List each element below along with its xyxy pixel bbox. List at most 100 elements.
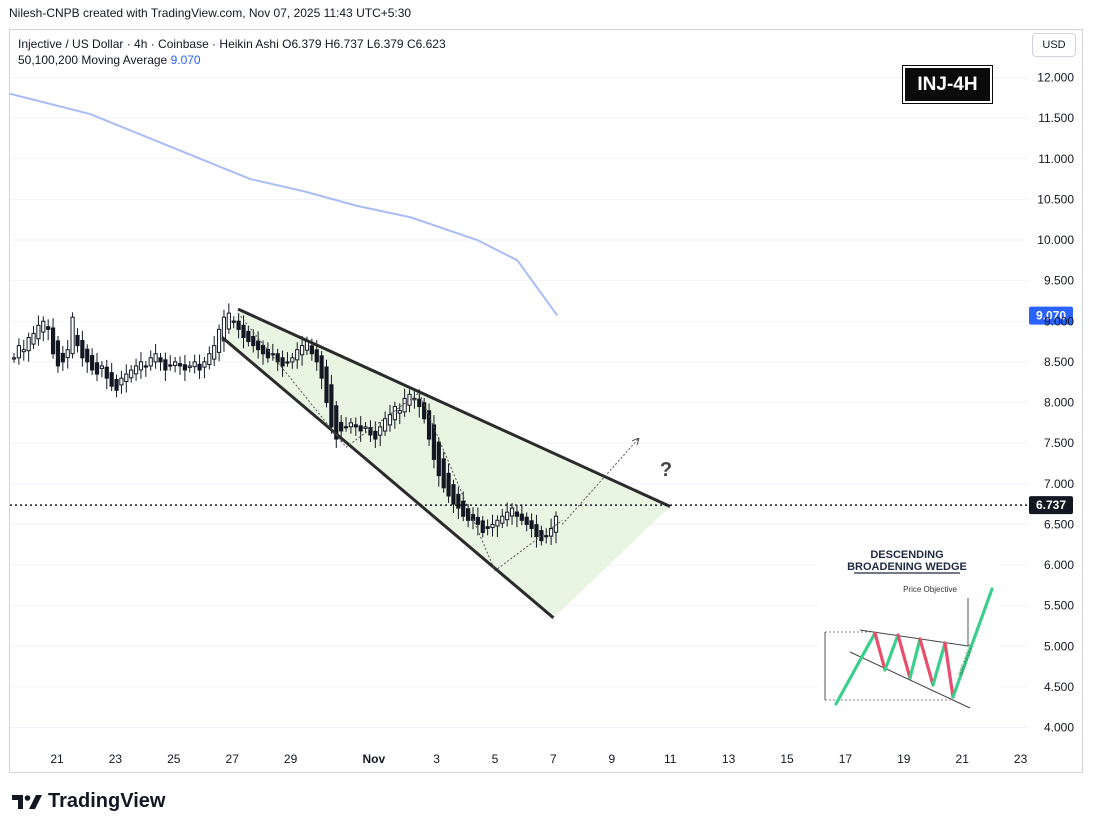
y-tick-label: 4.000 (1044, 721, 1074, 735)
candle-body (441, 458, 446, 489)
candle-body (290, 357, 295, 363)
candle-body (109, 372, 114, 387)
candle-body (41, 320, 46, 333)
y-tick-label: 5.000 (1044, 639, 1074, 653)
candle-body (334, 405, 339, 440)
high-label: H (324, 37, 334, 51)
candle-body (436, 441, 441, 477)
x-tick-label: 11 (664, 752, 677, 766)
candle-body (55, 340, 61, 367)
candle-body (529, 520, 534, 529)
y-tick-label: 11.000 (1038, 152, 1074, 166)
candle-body (260, 344, 266, 355)
inset-upper-trendline (859, 629, 969, 647)
candle-body (304, 341, 310, 351)
open-label: O (282, 37, 292, 51)
y-tick-label: 4.500 (1044, 680, 1074, 694)
candle-body (275, 353, 280, 363)
brand-name: TradingView (48, 790, 166, 812)
candle-body (216, 328, 222, 353)
x-tick-label: 7 (550, 752, 557, 766)
inset-breakout-leg (951, 587, 994, 699)
candle-body (514, 511, 520, 517)
candle-body (94, 362, 100, 375)
ma-value: 9.070 (170, 53, 201, 67)
candle-body (553, 515, 559, 533)
candle-body (99, 365, 104, 369)
tradingview-logo-icon (12, 794, 42, 809)
x-tick-label: 21 (956, 752, 970, 766)
candle-body (60, 352, 65, 363)
candle-body (509, 507, 515, 517)
low-value: 6.379 (373, 37, 404, 51)
x-tick-label: 25 (167, 752, 181, 766)
candle-body (387, 414, 393, 426)
candle-body (119, 377, 124, 386)
candle-body (187, 365, 192, 368)
candle-body (173, 361, 178, 366)
tradingview-logo[interactable]: TradingView (12, 790, 165, 813)
candle-body (26, 337, 31, 352)
candle-body (280, 357, 285, 367)
candle-body (80, 340, 85, 359)
candle-body (412, 397, 417, 401)
wedge-upper-line (237, 307, 671, 508)
x-tick-label: 15 (780, 752, 794, 766)
x-tick-label: Nov (362, 752, 385, 766)
candle-body (544, 535, 549, 538)
candle-body (329, 384, 334, 428)
candle-body (299, 345, 305, 356)
y-tick-label: 7.500 (1044, 436, 1074, 450)
low-label: L (366, 37, 374, 51)
candle-body (319, 355, 324, 379)
candle-body (295, 349, 300, 361)
candle-body (500, 515, 505, 524)
y-tick-label: 9.000 (1044, 314, 1074, 328)
candle-body (256, 340, 261, 351)
candle-body (114, 378, 119, 391)
candle-body (343, 426, 349, 429)
x-tick-label: 3 (433, 752, 440, 766)
candle-body (11, 357, 17, 360)
candle-body (431, 424, 437, 460)
candle-body (158, 357, 163, 363)
y-tick-label: 6.500 (1044, 517, 1074, 531)
candle-body (124, 373, 129, 383)
candle-body (192, 361, 197, 368)
candle-body (226, 312, 231, 330)
candle-body (358, 425, 363, 432)
candle-body (505, 511, 510, 521)
symbol-badge: INJ-4H (903, 66, 992, 103)
inset-down-leg (918, 637, 935, 687)
candle-body (339, 421, 344, 432)
inset-down-leg (873, 631, 887, 672)
candle-body (143, 365, 148, 368)
symbol-description: Injective / US Dollar · 4h · Coinbase · … (18, 37, 279, 51)
candle-body (539, 530, 544, 542)
inset-up-leg (834, 631, 877, 706)
candle-body (392, 406, 397, 421)
candle-body (168, 364, 173, 367)
wedge-lower-line (221, 336, 555, 619)
open-value: 6.379 (291, 37, 322, 51)
candle-body (148, 357, 153, 367)
candle-body (426, 410, 432, 440)
inset-down-leg (943, 641, 955, 699)
candle-body (466, 508, 471, 521)
ma-label[interactable]: 50,100,200 Moving Average (18, 53, 168, 67)
candle-body (236, 320, 241, 330)
candle-body (485, 526, 490, 529)
candle-body (285, 361, 290, 364)
candle-body (129, 369, 134, 379)
candle-body (133, 365, 139, 375)
inset-lower-trendline (849, 651, 971, 709)
candle-body (422, 402, 427, 420)
x-tick-label: 9 (608, 752, 615, 766)
chart-frame (9, 29, 1083, 773)
candle-body (397, 410, 402, 414)
currency-button[interactable]: USD (1032, 33, 1076, 57)
y-tick-label: 8.000 (1044, 396, 1074, 410)
zigzag-path (237, 312, 563, 572)
inset-up-leg (883, 633, 900, 672)
